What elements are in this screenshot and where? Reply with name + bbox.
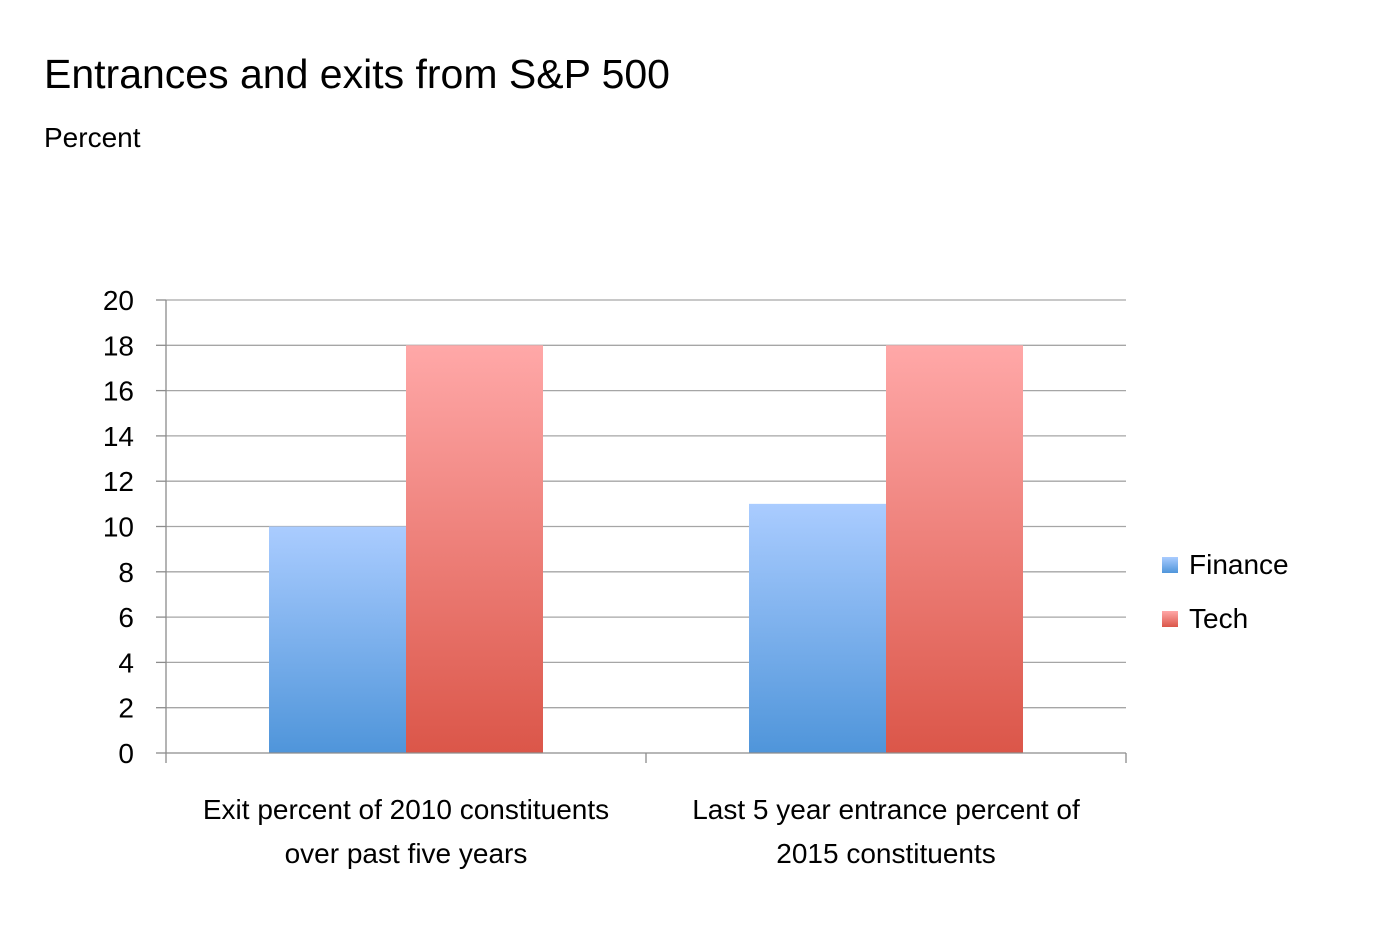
- chart-title: Entrances and exits from S&P 500: [44, 51, 670, 97]
- y-tick-label-18: 18: [103, 330, 134, 361]
- category-label-1: Last 5 year entrance percent of 2015 cons…: [646, 788, 1126, 876]
- y-tick-label-2: 2: [118, 693, 134, 724]
- bar-finance-0: [269, 526, 406, 753]
- legend-label-finance: Finance: [1189, 549, 1289, 580]
- y-tick-label-8: 8: [118, 557, 134, 588]
- y-tick-label-0: 0: [118, 738, 134, 769]
- category-label-line: 2015 constituents: [776, 838, 996, 869]
- y-tick-label-14: 14: [103, 421, 134, 452]
- legend-swatch-finance: [1162, 557, 1178, 573]
- category-label-0: Exit percent of 2010 constituents over pa…: [166, 788, 646, 876]
- y-tick-labels: 0 2 4 6 8 10 12 14 16 18 20: [103, 285, 134, 769]
- y-tick-label-10: 10: [103, 512, 134, 543]
- axes: [156, 299, 1127, 763]
- y-tick-label-6: 6: [118, 602, 134, 633]
- legend-label-tech: Tech: [1189, 603, 1249, 634]
- y-tick-label-4: 4: [118, 647, 134, 678]
- legend-swatch-tech: [1162, 611, 1178, 627]
- bar-finance-1: [749, 503, 886, 753]
- category-label-line: Exit percent of 2010 constituents: [202, 794, 610, 825]
- y-tick-label-20: 20: [103, 285, 134, 316]
- bar-tech-0: [406, 345, 543, 753]
- y-tick-label-16: 16: [103, 376, 134, 407]
- bars: [269, 345, 1023, 753]
- category-label-line: over past five years: [284, 838, 528, 869]
- legend-item-finance: Finance: [1162, 538, 1289, 592]
- y-tick-label-12: 12: [103, 466, 134, 497]
- legend-item-tech: Tech: [1162, 592, 1289, 646]
- category-label-line: Last 5 year entrance percent of: [692, 794, 1080, 825]
- chart-subtitle: Percent: [44, 122, 141, 153]
- legend: Finance Tech: [1162, 538, 1289, 646]
- bar-tech-1: [886, 345, 1023, 753]
